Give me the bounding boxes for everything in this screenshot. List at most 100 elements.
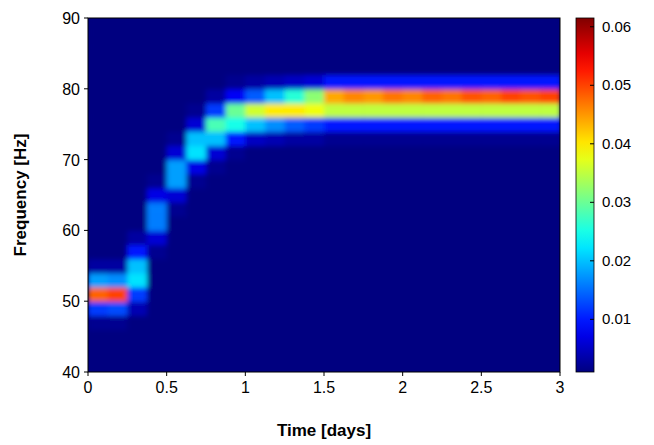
cell [540, 358, 560, 372]
colorbar-tick [590, 202, 594, 203]
cell [363, 32, 383, 47]
cell [285, 145, 305, 160]
cell [422, 259, 442, 274]
x-tick [245, 372, 246, 376]
cell [285, 202, 305, 217]
cell [383, 89, 403, 104]
cell [501, 117, 521, 132]
cell [462, 358, 482, 372]
cell [344, 330, 364, 345]
x-axis-title: Time [days] [277, 421, 371, 440]
cell [540, 330, 560, 345]
cell [206, 287, 226, 302]
cell [265, 117, 285, 132]
cell [245, 174, 265, 189]
cell [442, 287, 462, 302]
cell [324, 117, 344, 132]
cell [147, 188, 167, 203]
cell [540, 117, 560, 132]
cell [501, 18, 521, 33]
cell [521, 287, 541, 302]
cell [324, 46, 344, 61]
cell [127, 315, 147, 330]
y-tick-label: 80 [62, 81, 80, 98]
cell [226, 202, 246, 217]
cell [108, 245, 128, 260]
cell [442, 145, 462, 160]
y-tick-label: 40 [62, 364, 80, 381]
cell [540, 75, 560, 90]
cell [285, 230, 305, 245]
cell [147, 330, 167, 345]
cell [127, 230, 147, 245]
cell [304, 245, 324, 260]
cell [442, 230, 462, 245]
cell [481, 131, 501, 146]
cell [324, 315, 344, 330]
cell [245, 32, 265, 47]
cell [304, 117, 324, 132]
cell [540, 273, 560, 288]
cell [226, 273, 246, 288]
cell [344, 103, 364, 118]
y-tick [84, 230, 88, 231]
cell [521, 46, 541, 61]
cell [88, 259, 108, 274]
cell [324, 301, 344, 316]
cell [147, 60, 167, 75]
cell [501, 145, 521, 160]
cell [442, 330, 462, 345]
cell [383, 330, 403, 345]
cell [422, 273, 442, 288]
cell [206, 188, 226, 203]
cell [245, 202, 265, 217]
cell [265, 216, 285, 231]
cell [186, 358, 206, 372]
cell [186, 18, 206, 33]
cell [403, 188, 423, 203]
cell [147, 216, 167, 231]
cell [88, 60, 108, 75]
cell [88, 145, 108, 160]
cell [245, 117, 265, 132]
cell [442, 160, 462, 175]
cell [344, 117, 364, 132]
cell [363, 202, 383, 217]
cell [422, 287, 442, 302]
cell [265, 131, 285, 146]
cell [206, 216, 226, 231]
cell [403, 330, 423, 345]
cell [383, 103, 403, 118]
cell [481, 174, 501, 189]
cell [265, 358, 285, 372]
cell [324, 330, 344, 345]
cell [88, 301, 108, 316]
cell [481, 358, 501, 372]
cell [285, 46, 305, 61]
cell [206, 60, 226, 75]
cell [501, 32, 521, 47]
cell [324, 89, 344, 104]
cell [206, 330, 226, 345]
cell [108, 344, 128, 359]
cell [403, 358, 423, 372]
cell [285, 245, 305, 260]
cell [88, 117, 108, 132]
cell [540, 202, 560, 217]
cell [304, 160, 324, 175]
cell [226, 315, 246, 330]
cell [462, 202, 482, 217]
cell [363, 174, 383, 189]
cell [226, 259, 246, 274]
cell [324, 103, 344, 118]
cell [186, 131, 206, 146]
cell [422, 46, 442, 61]
cell [167, 344, 187, 359]
cell [147, 32, 167, 47]
cell [245, 358, 265, 372]
x-tick [560, 372, 561, 376]
cell [285, 89, 305, 104]
cell [422, 75, 442, 90]
cell [265, 287, 285, 302]
cell [403, 230, 423, 245]
